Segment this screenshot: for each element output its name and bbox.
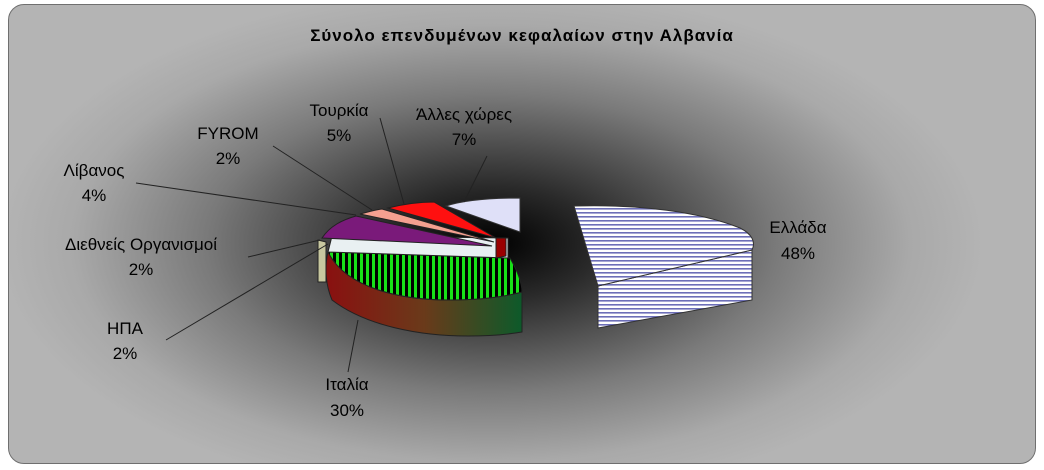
label-fyrom-pct: 2% bbox=[216, 149, 241, 168]
label-italy-pct: 30% bbox=[330, 401, 364, 420]
leader-line-turkey bbox=[379, 117, 405, 205]
slice-fyrom bbox=[359, 208, 495, 243]
label-turkey-pct: 5% bbox=[327, 126, 352, 145]
slice-italy bbox=[327, 251, 523, 301]
label-lebanon-name: Λίβανος bbox=[64, 161, 125, 180]
label-intl-orgs-name: Διεθνείς Οργανισμοί bbox=[65, 235, 217, 254]
label-greece-pct: 48% bbox=[781, 244, 815, 263]
label-fyrom-name: FYROM bbox=[197, 124, 258, 143]
label-lebanon-pct: 4% bbox=[82, 186, 107, 205]
slice-greece bbox=[573, 205, 754, 287]
leader-line-intl-orgs bbox=[247, 239, 321, 258]
leader-line-lebanon bbox=[135, 182, 357, 216]
label-other-pct: 7% bbox=[452, 130, 477, 149]
chart-title: Σύνολο επενδυμένων κεφαλαίων στην Αλβανί… bbox=[310, 26, 734, 45]
leader-line-other bbox=[463, 155, 488, 203]
leader-line-fyrom bbox=[272, 145, 373, 211]
slice-intl-orgs bbox=[317, 239, 327, 283]
label-italy-name: Ιταλία bbox=[325, 375, 368, 394]
label-usa-pct: 2% bbox=[113, 344, 138, 363]
label-intl-orgs-pct: 2% bbox=[129, 260, 154, 279]
slice-turkey bbox=[386, 201, 497, 239]
leader-line-usa bbox=[165, 243, 329, 341]
label-other-name: Άλλες χώρες bbox=[416, 105, 512, 124]
chart-frame: Σύνολο επενδυμένων κεφαλαίων στην Αλβανί… bbox=[8, 4, 1036, 464]
slice-lebanon bbox=[321, 215, 493, 247]
label-turkey-name: Τουρκία bbox=[309, 101, 368, 120]
slice-other bbox=[444, 197, 521, 233]
leader-line-italy bbox=[347, 319, 359, 373]
label-greece-name: Ελλάδα bbox=[769, 218, 826, 237]
label-usa-name: ΗΠΑ bbox=[107, 319, 144, 338]
slice-side-turkey bbox=[495, 237, 507, 259]
